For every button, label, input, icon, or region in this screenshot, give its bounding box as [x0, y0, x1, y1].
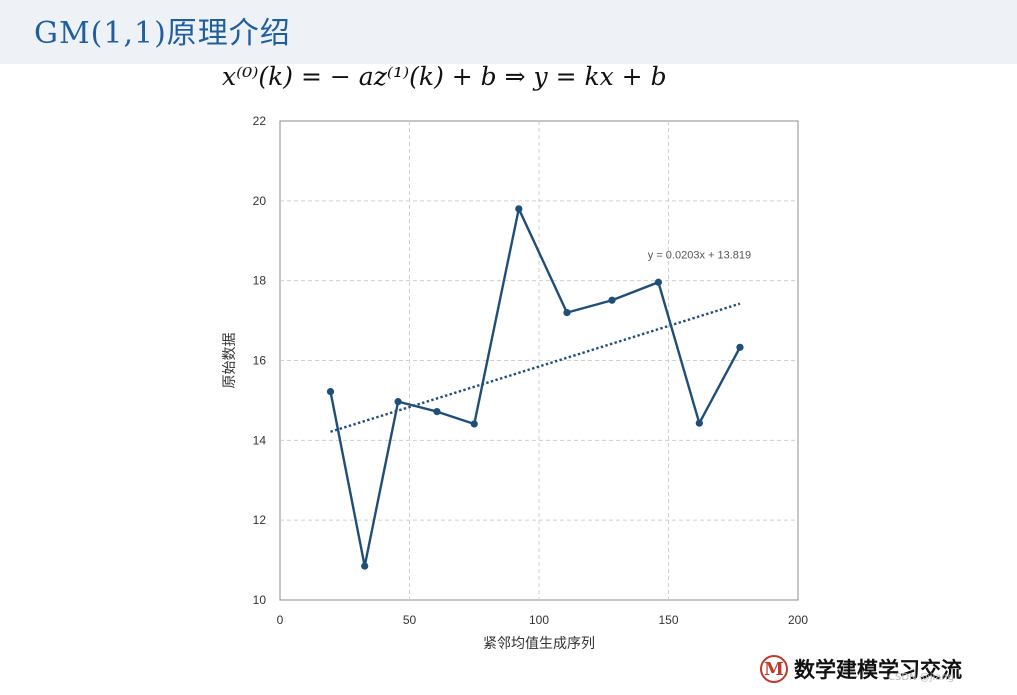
y-tick-label: 14: [253, 433, 267, 447]
x-axis-label: 紧邻均值生成序列: [483, 636, 595, 652]
brand-badge-icon: M: [760, 655, 788, 683]
data-point: [695, 419, 703, 427]
data-point: [608, 296, 616, 304]
data-point: [470, 420, 478, 428]
x-tick-label: 200: [788, 613, 808, 627]
y-tick-label: 20: [253, 194, 267, 208]
x-tick-label: 0: [277, 613, 284, 627]
data-point: [326, 388, 335, 396]
y-tick-label: 18: [253, 274, 267, 288]
data-point: [361, 562, 369, 570]
data-point: [563, 309, 571, 317]
trendline-equation: y = 0.0203x + 13.819: [648, 250, 751, 262]
data-point: [654, 278, 662, 286]
y-tick-label: 22: [253, 114, 267, 128]
brand-logo: M 数学建模学习交流: [760, 654, 962, 684]
x-tick-label: 50: [403, 613, 417, 627]
formula: x⁽⁰⁾(k) = − az⁽¹⁾(k) + b ⇒ y = kx + b: [222, 62, 667, 91]
data-point: [433, 407, 441, 416]
x-tick-label: 150: [658, 613, 678, 627]
y-tick-label: 16: [253, 354, 267, 368]
data-point: [736, 343, 744, 351]
watermark: CSDN @jiang: [888, 672, 955, 683]
slide-title: GM(1,1)原理介绍: [34, 16, 291, 51]
y-axis-label: 原始数据: [222, 333, 238, 389]
header-bar: GM(1,1)原理介绍: [0, 0, 1017, 64]
y-tick-label: 12: [253, 513, 267, 527]
data-point: [394, 398, 402, 406]
x-tick-label: 100: [529, 613, 549, 627]
y-tick-label: 10: [253, 593, 267, 607]
brand-text: 数学建模学习交流: [794, 658, 962, 682]
data-point: [515, 205, 523, 213]
